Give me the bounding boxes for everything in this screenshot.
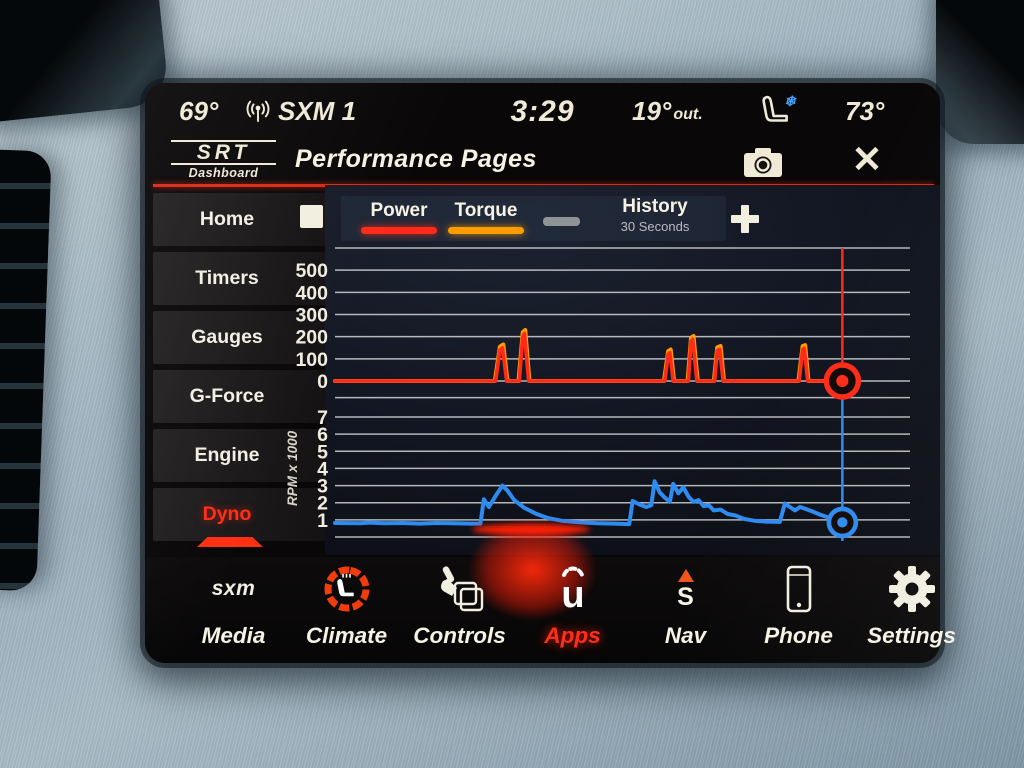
svg-text:400: 400	[295, 282, 328, 304]
sidebar-item-label: Dyno	[202, 503, 252, 525]
air-vent-top-right	[936, 0, 1024, 144]
infotainment-screen: 69° SXM 1 3:29 19° out. ❄ 73° SR	[145, 83, 956, 663]
outside-temp: 19° out.	[632, 96, 703, 126]
svg-text:500: 500	[295, 260, 328, 282]
driver-temp: 69°	[179, 96, 219, 126]
active-tab-indicator	[197, 537, 263, 547]
screenshot-camera-button[interactable]	[740, 146, 792, 180]
history-setting: History 30 Seconds	[595, 196, 715, 234]
svg-text:RPM x 1000: RPM x 1000	[285, 430, 300, 506]
svg-text:100: 100	[295, 349, 328, 371]
sidebar-item-home[interactable]: Home	[153, 193, 325, 246]
legend-torque[interactable]: Torque	[448, 200, 524, 234]
nav-item-settings[interactable]: Settings	[855, 557, 968, 663]
srt-dashboard-logo: SRT Dashboard	[171, 140, 276, 180]
svg-text:6: 6	[317, 424, 328, 446]
nav-item-label: Nav	[664, 623, 707, 648]
close-icon: ✕	[851, 139, 883, 180]
nav-item-label: Climate	[305, 623, 388, 648]
snowflake-glyph: ❄	[784, 93, 797, 109]
sidebar-item-gauges[interactable]: Gauges	[153, 311, 325, 364]
svg-text:300: 300	[295, 305, 328, 327]
nav-icon-slot	[403, 557, 516, 621]
sidebar-item-label: G-Force	[189, 385, 265, 407]
gear-icon	[888, 566, 935, 612]
nav-item-controls[interactable]: Controls	[403, 557, 516, 663]
svg-text:5: 5	[317, 441, 328, 463]
camera-icon	[740, 148, 788, 184]
svg-text:2: 2	[317, 493, 328, 515]
svg-text:7: 7	[317, 407, 328, 429]
nav-icon-slot	[855, 557, 968, 621]
sidebar-item-engine[interactable]: Engine	[153, 429, 325, 482]
clock: 3:29	[510, 94, 575, 128]
nav-item-label: Phone	[764, 623, 833, 648]
legend-power[interactable]: Power	[361, 200, 437, 234]
nav-item-apps[interactable]: u Apps	[516, 557, 629, 663]
sidebar-item-label: Timers	[195, 267, 259, 289]
sidebar-item-label: Gauges	[191, 326, 263, 348]
power-color-swatch	[361, 227, 437, 234]
compass-south-icon: S	[677, 568, 694, 610]
nav-icon-slot: sxm	[177, 557, 290, 621]
nav-icon-slot	[742, 557, 855, 621]
media-source-text: sxm	[211, 577, 256, 600]
page-title: Performance Pages	[295, 145, 537, 173]
air-vent-left	[0, 148, 52, 592]
nav-item-nav[interactable]: S Nav	[629, 557, 742, 663]
nav-icon-slot	[290, 557, 403, 621]
nav-item-media[interactable]: sxm Media	[177, 557, 290, 663]
nav-item-label: Apps	[544, 623, 601, 648]
sidebar-item-timers[interactable]: Timers	[153, 252, 325, 305]
svg-text:0: 0	[317, 371, 328, 393]
svg-text:200: 200	[295, 327, 328, 349]
sidebar-menu: Home Timers Gauges G-Force Engine Dyno	[153, 193, 325, 547]
nav-item-phone[interactable]: Phone	[742, 557, 855, 663]
ventilated-seat-icon: ❄	[757, 93, 801, 138]
history-zoom-in-button[interactable]	[727, 201, 763, 237]
svg-text:3: 3	[317, 476, 328, 498]
svg-text:1: 1	[317, 510, 328, 532]
radio-source: SXM 1	[278, 96, 357, 126]
nav-item-label: Media	[201, 623, 266, 648]
sidebar-item-label: Engine	[194, 444, 260, 466]
svg-text:4: 4	[317, 458, 328, 480]
nav-item-label: Controls	[413, 623, 506, 648]
nav-icon-slot: S	[629, 557, 742, 621]
nav-icon-slot: u	[516, 557, 629, 621]
svg-text:u: u	[561, 574, 584, 616]
bottom-nav-bar: sxm Media Climate Controls u Apps S Nav Phone Set…	[145, 505, 956, 663]
nav-item-climate[interactable]: Climate	[290, 557, 403, 663]
climate-seat-dial-icon	[324, 566, 369, 612]
sidebar-item-dyno[interactable]: Dyno	[153, 488, 325, 547]
phone-icon	[786, 565, 811, 613]
apps-glow	[450, 505, 615, 635]
history-duration: 30 Seconds	[620, 219, 690, 234]
title-bar: SRT Dashboard Performance Pages ✕	[145, 138, 940, 185]
sidebar-item-gforce[interactable]: G-Force	[153, 370, 325, 423]
nav-item-label: Settings	[867, 623, 956, 648]
torque-color-swatch	[448, 227, 524, 234]
uconnect-apps-icon: u	[541, 557, 605, 621]
stop-recording-button[interactable]	[300, 205, 323, 228]
hand-controls-icon	[440, 566, 483, 612]
history-zoom-out-button[interactable]	[543, 217, 580, 226]
close-button[interactable]: ✕	[842, 138, 892, 182]
antenna-broadcast-icon	[245, 99, 271, 130]
sidebar-item-label: Home	[199, 208, 255, 230]
passenger-temp: 73°	[845, 96, 885, 126]
status-bar: 69° SXM 1 3:29 19° out. ❄ 73°	[145, 83, 940, 140]
